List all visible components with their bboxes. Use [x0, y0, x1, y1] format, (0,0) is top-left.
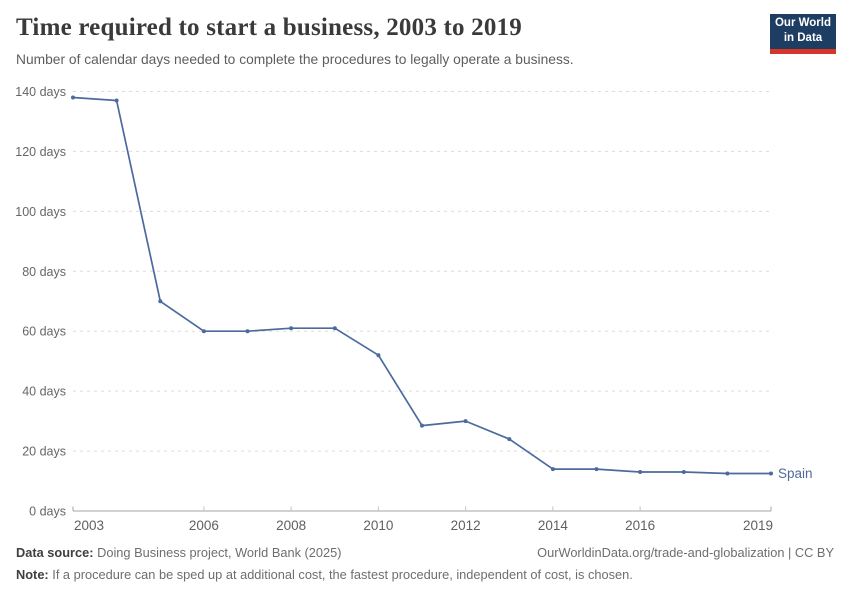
data-point-2011 [420, 423, 424, 428]
y-tick-label-80: 80 days [22, 265, 66, 279]
data-point-2016 [638, 470, 643, 474]
y-tick-label-40: 40 days [22, 385, 66, 399]
data-source: Data source: Doing Business project, Wor… [16, 545, 342, 561]
chart-note: Note: If a procedure can be sped up at a… [16, 567, 633, 582]
data-point-2004 [114, 98, 119, 103]
owid-logo-line1: Our World [774, 17, 831, 29]
note-text: If a procedure can be sped up at additio… [48, 566, 633, 582]
y-tick-label-0: 0 days [29, 505, 66, 519]
owid-logo: Our World in Data [770, 14, 836, 54]
data-point-2015 [594, 467, 599, 472]
note-label: Note: [16, 566, 49, 582]
data-point-2009 [332, 326, 337, 331]
data-point-2013 [507, 437, 512, 442]
chart-title: Time required to start a business, 2003 … [16, 14, 522, 41]
data-point-2010 [376, 353, 381, 358]
x-tick-label-2012: 2012 [451, 518, 481, 533]
data-point-2018 [725, 471, 730, 476]
data-point-2014 [550, 467, 555, 472]
data-point-2017 [681, 470, 686, 474]
y-tick-label-60: 60 days [22, 325, 66, 339]
y-tick-label-140: 140 days [15, 85, 66, 99]
owid-logo-line2: in Data [783, 31, 823, 44]
data-point-2003 [71, 95, 75, 100]
chart-footer: Data source: Doing Business project, Wor… [16, 545, 834, 583]
y-tick-label-100: 100 days [15, 205, 66, 219]
x-tick-label-2008: 2008 [276, 518, 306, 533]
data-source-label: Data source: [16, 545, 94, 560]
line-chart: 0 days 20 days 40 days 60 days 80 days 100 da… [15, 85, 813, 533]
data-point-2006 [201, 329, 206, 334]
y-tick-label-20: 20 days [22, 445, 66, 459]
x-tick-label-2014: 2014 [538, 518, 569, 533]
series-end-label: Spain [778, 466, 813, 481]
owid-url-license[interactable]: OurWorldinData.org/trade-and-globalizati… [537, 545, 834, 560]
data-point-2019 [769, 471, 773, 476]
y-tick-label-120: 120 days [15, 145, 66, 159]
x-tick-label-2019: 2019 [743, 518, 773, 533]
data-point-2007 [245, 329, 250, 334]
data-point-2012 [463, 419, 468, 424]
data-point-2005 [158, 299, 163, 304]
series-line-spain [72, 96, 772, 475]
x-tick-label-2016: 2016 [625, 518, 655, 533]
data-source-text: Doing Business project, World Bank (2025… [93, 545, 342, 560]
chart-subtitle: Number of calendar days needed to comple… [16, 52, 574, 67]
data-point-2008 [289, 326, 294, 331]
x-tick-label-2010: 2010 [363, 518, 393, 533]
x-tick-label-2006: 2006 [189, 518, 219, 533]
x-tick-label-2003: 2003 [74, 518, 104, 533]
